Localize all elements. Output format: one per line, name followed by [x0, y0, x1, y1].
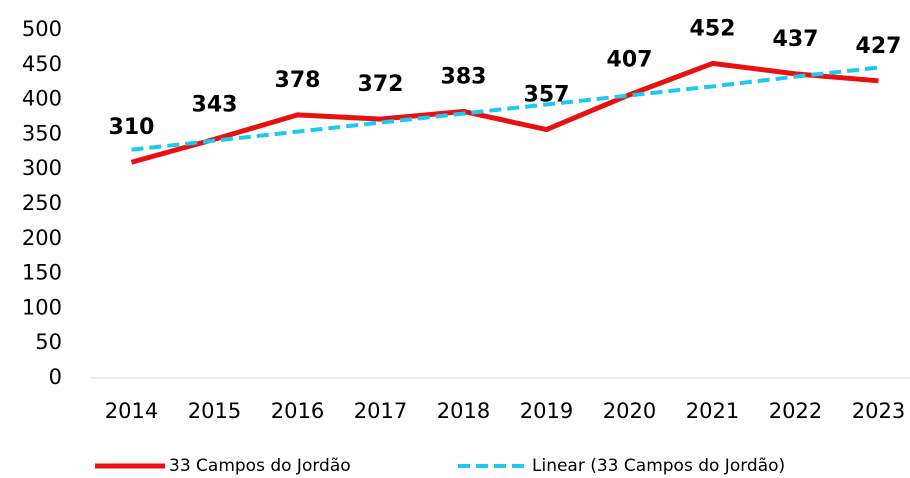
data-label: 357 — [524, 83, 570, 108]
x-tick-label: 2021 — [686, 399, 739, 423]
legend-label: Linear (33 Campos do Jordão) — [532, 456, 785, 476]
data-label: 378 — [275, 68, 321, 93]
x-tick-label: 2014 — [105, 399, 158, 423]
data-label: 383 — [441, 64, 487, 89]
y-tick-label: 400 — [22, 87, 62, 111]
data-label: 427 — [856, 34, 902, 59]
data-label: 437 — [773, 27, 819, 52]
x-tick-label: 2018 — [437, 399, 490, 423]
data-label: 407 — [607, 48, 653, 73]
x-tick-label: 2016 — [271, 399, 324, 423]
data-label: 372 — [358, 72, 404, 97]
y-tick-label: 50 — [35, 330, 62, 354]
y-tick-label: 350 — [22, 121, 62, 145]
y-tick-label: 100 — [22, 295, 62, 319]
x-tick-label: 2020 — [603, 399, 656, 423]
x-tick-label: 2015 — [188, 399, 241, 423]
x-tick-label: 2023 — [852, 399, 905, 423]
series-line — [131, 65, 879, 152]
x-tick-label: 2017 — [354, 399, 407, 423]
y-tick-label: 500 — [22, 17, 62, 41]
y-tick-label: 450 — [22, 52, 62, 76]
series-line — [130, 60, 879, 165]
data-label: 343 — [192, 92, 238, 117]
x-tick-label: 2019 — [520, 399, 573, 423]
y-tick-label: 250 — [22, 191, 62, 215]
data-label: 452 — [690, 16, 736, 41]
y-tick-label: 300 — [22, 156, 62, 180]
y-tick-label: 150 — [22, 261, 62, 285]
legend-label: 33 Campos do Jordão — [169, 456, 351, 476]
data-label: 310 — [109, 115, 155, 140]
x-tick-label: 2022 — [769, 399, 822, 423]
y-tick-label: 0 — [49, 365, 62, 389]
y-tick-label: 200 — [22, 226, 62, 250]
